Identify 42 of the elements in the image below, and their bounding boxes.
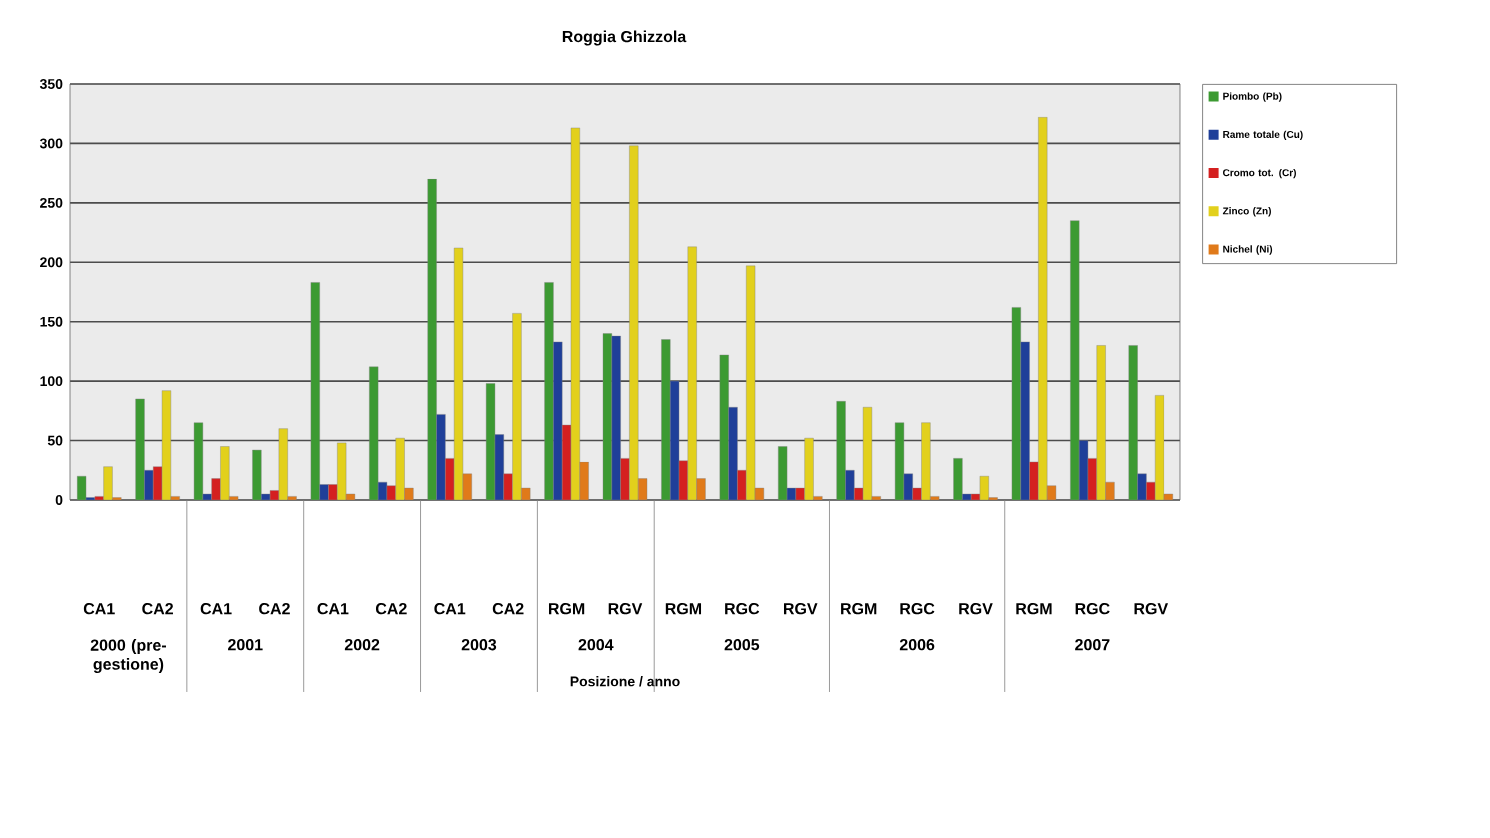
text: 2001 <box>228 639 263 651</box>
x-tick-label: RGV <box>608 603 643 615</box>
x-tick-label: CA1 <box>83 603 115 615</box>
text: 2005 <box>724 639 760 651</box>
x-tick-label: RGM <box>548 603 585 615</box>
x-tick-label: RGV <box>784 603 818 615</box>
x-tick-label: RGM <box>1016 603 1052 615</box>
x-tick-label: CA2 <box>375 603 407 615</box>
bar <box>1154 395 1165 500</box>
bar <box>953 458 963 500</box>
bar <box>77 476 87 500</box>
x-tick-label: RGV <box>1134 603 1169 615</box>
bar <box>135 398 145 500</box>
text: 2002 <box>344 639 380 651</box>
x-tick-label: RGC <box>1075 603 1110 615</box>
text: 2004 <box>578 639 614 651</box>
bar <box>778 446 788 500</box>
text: 2006 <box>899 639 935 651</box>
bar <box>161 390 172 500</box>
x-tick-label: CA1 <box>434 603 466 615</box>
bar <box>602 333 613 500</box>
x-tick-label: RGM <box>665 603 702 615</box>
bar <box>453 247 464 500</box>
bar <box>252 449 262 500</box>
text: 2007 <box>1075 639 1110 651</box>
x-tick-label: RGC <box>900 603 935 615</box>
chart-title: Roggia Ghizzola <box>562 30 687 46</box>
bar <box>894 422 905 500</box>
text: 2003 <box>461 639 497 651</box>
x-tick-label: CA2 <box>492 603 524 615</box>
x-tick-label: RGC <box>725 603 760 615</box>
bar <box>310 282 320 500</box>
x-tick-label: RGV <box>959 603 993 615</box>
bar <box>485 383 496 500</box>
bar <box>193 422 204 500</box>
bar <box>862 407 873 500</box>
x-tick-label: CA1 <box>317 603 349 615</box>
x-tick-label: CA1 <box>200 603 232 615</box>
x-tick-label: CA2 <box>142 603 173 615</box>
text: 2000 (pre-gestione) <box>90 639 166 674</box>
x-tick-label: CA2 <box>259 603 290 615</box>
x-tick-label: RGM <box>841 603 877 615</box>
